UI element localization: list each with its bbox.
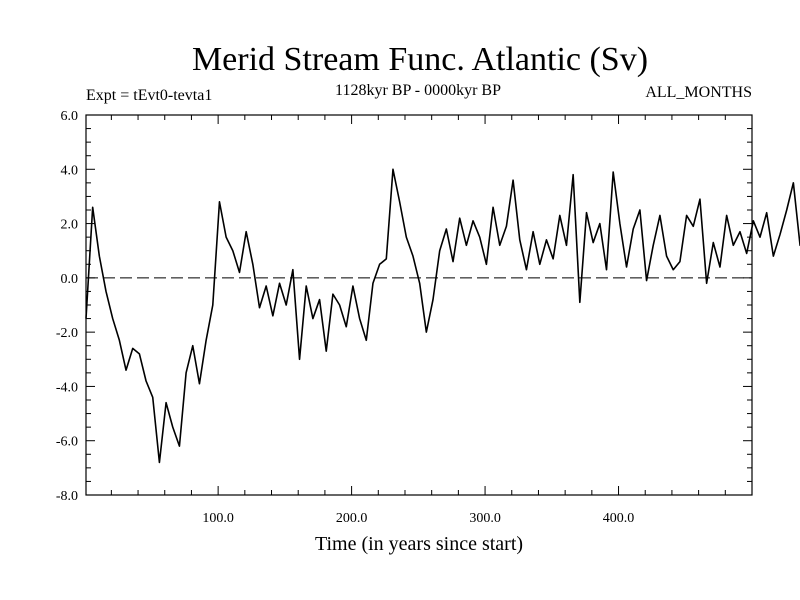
x-tick-label: 200.0 (336, 511, 368, 526)
subtitle-center: 1128kyr BP - 0000kyr BP (335, 82, 501, 99)
x-axis-label: Time (in years since start) (315, 533, 523, 555)
y-tick-label: 2.0 (61, 218, 79, 233)
x-tick-label: 100.0 (202, 511, 234, 526)
x-tick-label: 300.0 (469, 511, 501, 526)
y-tick-label: -2.0 (56, 326, 78, 341)
subtitle-right: ALL_MONTHS (645, 84, 752, 101)
y-tick-label: 4.0 (61, 163, 79, 178)
plot-frame (85, 114, 753, 496)
x-tick-label: 400.0 (603, 511, 635, 526)
y-tick-label: 0.0 (61, 272, 79, 287)
y-tick-label: -6.0 (56, 435, 78, 450)
chart-title: Merid Stream Func. Atlantic (Sv) (192, 41, 648, 78)
subtitle-left: Expt = tEvt0-tevta1 (86, 87, 212, 104)
y-tick-label: -4.0 (56, 380, 78, 395)
series-line-0 (85, 168, 800, 464)
y-tick-label: -8.0 (56, 489, 78, 504)
y-tick-label: 6.0 (61, 109, 79, 124)
